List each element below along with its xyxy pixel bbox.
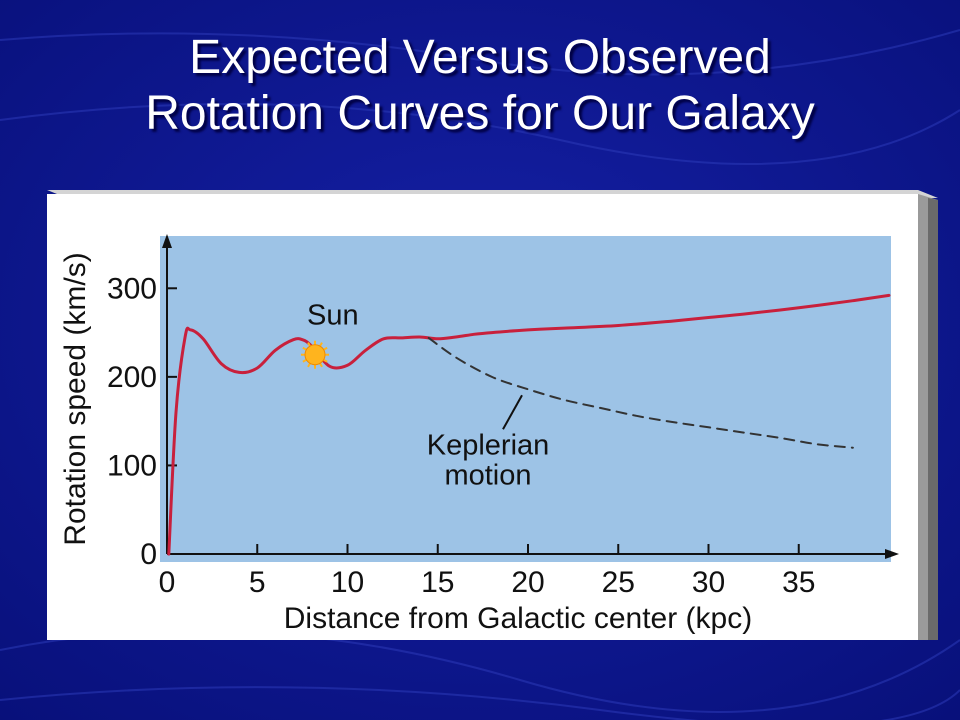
slide-title: Expected Versus Observed Rotation Curves…	[0, 30, 960, 142]
x-axis-arrow	[885, 549, 899, 559]
x-tick-label: 20	[511, 566, 544, 599]
series-layer	[167, 293, 891, 556]
panel-right-edge	[928, 198, 938, 640]
keplerian-label-line1: Keplerian	[427, 429, 550, 461]
x-tick-label: 10	[331, 566, 364, 599]
annotations: Sun Keplerian motion	[301, 300, 550, 491]
y-tick-label: 300	[107, 272, 157, 305]
plot-area	[160, 236, 891, 562]
y-tick-label: 200	[107, 361, 157, 394]
x-axis-label: Distance from Galactic center (kpc)	[284, 602, 752, 635]
slide-title-line2: Rotation Curves for Our Galaxy	[145, 87, 815, 140]
axes: 0 5 10 15 20 25 30 35 0 100 200 300	[107, 234, 899, 599]
observed-rotation-curve	[167, 293, 891, 556]
y-tick-label: 0	[140, 538, 157, 571]
x-tick-label: 35	[782, 566, 815, 599]
sun-marker-icon	[301, 340, 330, 369]
slide-title-line1: Expected Versus Observed	[189, 31, 771, 84]
x-tick-label: 0	[159, 566, 176, 599]
sun-label: Sun	[307, 300, 359, 332]
x-tick-label: 25	[602, 566, 635, 599]
x-tick-label: 5	[249, 566, 266, 599]
sun-disc	[304, 344, 326, 366]
keplerian-curve	[427, 336, 854, 449]
keplerian-label-line2: motion	[444, 459, 531, 491]
x-tick-label: 30	[692, 566, 725, 599]
keplerian-pointer-line	[502, 394, 523, 430]
y-tick-label: 100	[107, 449, 157, 482]
y-axis-label: Rotation speed (km/s)	[59, 252, 92, 545]
rotation-curve-figure: 0 5 10 15 20 25 30 35 0 100 200 300 Sun Keplerian m…	[47, 190, 938, 640]
x-tick-label: 15	[421, 566, 454, 599]
y-axis-arrow	[162, 234, 172, 248]
